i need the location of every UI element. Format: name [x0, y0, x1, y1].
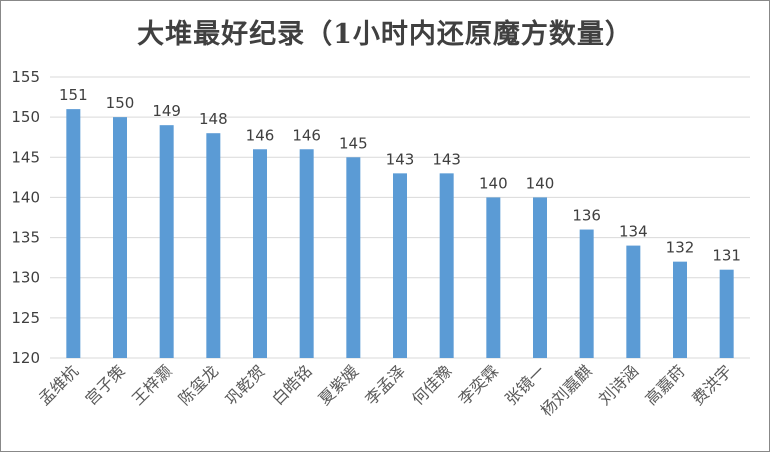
y-tick-label: 130 — [11, 269, 40, 287]
y-tick-label: 150 — [11, 108, 40, 126]
data-label: 143 — [386, 150, 415, 168]
bar — [393, 173, 407, 358]
bar — [346, 157, 361, 358]
data-label: 136 — [572, 207, 601, 225]
bar — [66, 109, 81, 358]
category-label: 杨刘嘉麒 — [537, 361, 596, 420]
y-tick-label: 155 — [11, 68, 40, 86]
y-tick-label: 120 — [11, 349, 40, 367]
data-labels: 151 150 149 148 146 146 145 143 143 140 140 136 134 1… — [59, 86, 741, 265]
bar — [626, 245, 641, 358]
category-label: 费洪宇 — [688, 361, 735, 408]
category-label: 李孟泽 — [361, 361, 408, 408]
bar — [253, 149, 267, 358]
data-label: 143 — [432, 150, 461, 168]
bar — [486, 197, 501, 358]
data-label: 140 — [479, 174, 508, 192]
category-label: 白皓铭 — [268, 361, 315, 408]
category-label: 李奕霖 — [455, 361, 502, 408]
category-label: 高嘉莳 — [641, 361, 688, 408]
bars — [66, 109, 734, 359]
data-label: 140 — [526, 174, 555, 192]
y-tick-label: 135 — [11, 229, 40, 247]
bar — [299, 149, 314, 358]
data-label: 131 — [712, 247, 741, 265]
y-tick-label: 125 — [11, 309, 40, 327]
category-label: 夏紫媛 — [315, 361, 362, 408]
bar — [113, 117, 127, 359]
bar — [579, 229, 594, 358]
data-label: 146 — [246, 126, 275, 144]
data-label: 149 — [152, 102, 181, 120]
data-label: 145 — [339, 134, 368, 152]
category-label: 陈玺龙 — [175, 361, 222, 408]
bar — [533, 197, 547, 358]
bar — [673, 261, 687, 358]
category-label: 巩乾贺 — [221, 361, 268, 408]
bar — [159, 125, 174, 359]
data-label: 132 — [666, 239, 695, 257]
data-label: 146 — [292, 126, 321, 144]
y-tick-label: 140 — [11, 188, 40, 206]
data-label: 134 — [619, 223, 648, 241]
data-label: 150 — [106, 94, 135, 112]
category-label: 刘诗涵 — [595, 361, 642, 408]
bar — [206, 133, 221, 358]
bar — [719, 269, 734, 358]
chart-title: 大堆最好纪录（1小时内还原魔方数量） — [137, 19, 633, 50]
data-label: 148 — [199, 110, 228, 128]
category-label: 王梓灏 — [128, 361, 175, 408]
category-label: 宫子策 — [81, 361, 128, 408]
category-label: 孟维杭 — [35, 361, 82, 408]
y-tick-label: 145 — [11, 148, 40, 166]
data-label: 151 — [59, 86, 88, 104]
bar — [439, 173, 454, 358]
y-axis-ticks: 120 125 130 135 140 145 150 155 — [11, 68, 40, 367]
category-label: 何佳豫 — [408, 361, 455, 408]
